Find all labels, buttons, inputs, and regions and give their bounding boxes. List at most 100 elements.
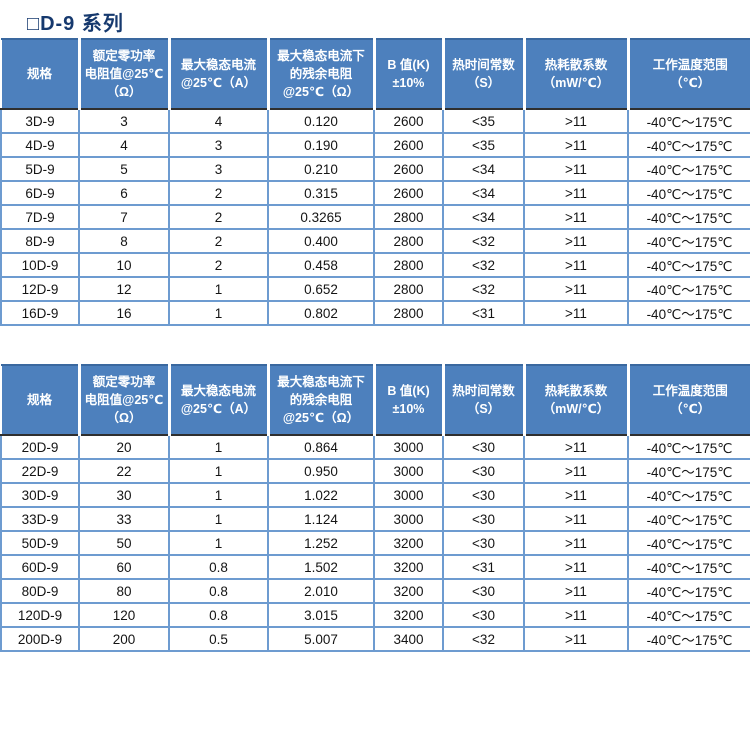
table-cell: 3 [168, 132, 269, 158]
table-row: 60D-9 60 0.8 1.502 3200 <31 >11 -40℃～175℃ [0, 554, 750, 580]
table-cell: 16D-9 [0, 300, 80, 326]
table-cell: >11 [523, 554, 629, 580]
table-cell: >11 [523, 458, 629, 484]
table-cell: 0.864 [267, 434, 375, 460]
table-cell: <32 [442, 276, 525, 302]
column-header: 热耗散系数 （mW/℃） [522, 38, 628, 110]
table-cell: 3000 [373, 434, 444, 460]
page-title: □D-9 系列 [27, 13, 124, 35]
table-cell: >11 [523, 530, 629, 556]
spec-table-d9-small: 规格 额定零功率 电阻值@25℃ （Ω） 最大稳态电流 @25℃（A） 最大稳态电流下… [0, 38, 750, 326]
table-cell: 1.502 [267, 554, 375, 580]
table-cell: 2 [168, 180, 269, 206]
table-header: 规格 额定零功率 电阻值@25℃ （Ω） 最大稳态电流 @25℃（A） 最大稳态电流下… [0, 364, 750, 436]
table-cell: 0.5 [168, 626, 269, 652]
table-cell: 12 [78, 276, 170, 302]
table-body: 3D-9 3 4 0.120 2600 <35 >11 -40℃～175℃ 4D-9 4 3 0.19… [0, 108, 750, 326]
table-cell: 5.007 [267, 626, 375, 652]
table-cell: 22D-9 [0, 458, 80, 484]
column-header: 额定零功率 电阻值@25℃ （Ω） [77, 38, 169, 110]
table-cell: <30 [442, 602, 525, 628]
table-cell: 3000 [373, 482, 444, 508]
column-header: 热耗散系数 （mW/℃） [522, 364, 628, 436]
table-cell: 120 [78, 602, 170, 628]
table-cell: 60 [78, 554, 170, 580]
table-cell: -40℃～175℃ [627, 180, 750, 206]
table-cell: 0.458 [267, 252, 375, 278]
table-cell: -40℃～175℃ [627, 458, 750, 484]
table-cell: 1 [168, 300, 269, 326]
table-cell: 2800 [373, 276, 444, 302]
table-cell: 20 [78, 434, 170, 460]
table-cell: 6 [78, 180, 170, 206]
table-body: 20D-9 20 1 0.864 3000 <30 >11 -40℃～175℃ 22D-9 22 1… [0, 434, 750, 652]
table-cell: 2600 [373, 132, 444, 158]
table-cell: 200D-9 [0, 626, 80, 652]
table-cell: 33D-9 [0, 506, 80, 532]
table-cell: 1 [168, 434, 269, 460]
column-header: 规格 [0, 38, 79, 110]
table-cell: <30 [442, 458, 525, 484]
table-cell: 0.802 [267, 300, 375, 326]
table-cell: <30 [442, 530, 525, 556]
table-cell: -40℃～175℃ [627, 132, 750, 158]
table-cell: -40℃～175℃ [627, 204, 750, 230]
table-cell: 2600 [373, 180, 444, 206]
table-cell: >11 [523, 156, 629, 182]
table-cell: <30 [442, 482, 525, 508]
column-header: 规格 [0, 364, 79, 436]
table-cell: 2600 [373, 108, 444, 134]
table-cell: 0.950 [267, 458, 375, 484]
table-cell: <35 [442, 108, 525, 134]
table-cell: >11 [523, 482, 629, 508]
table-row: 80D-9 80 0.8 2.010 3200 <30 >11 -40℃～175℃ [0, 578, 750, 604]
table-cell: 10D-9 [0, 252, 80, 278]
table-cell: 2.010 [267, 578, 375, 604]
table-cell: 6D-9 [0, 180, 80, 206]
table-cell: 1.252 [267, 530, 375, 556]
table-cell: 3200 [373, 578, 444, 604]
table-cell: <30 [442, 434, 525, 460]
table-cell: 4 [168, 108, 269, 134]
table-cell: 8 [78, 228, 170, 254]
table-cell: <30 [442, 506, 525, 532]
table-row: 5D-9 5 3 0.210 2600 <34 >11 -40℃～175℃ [0, 156, 750, 182]
table-cell: <32 [442, 228, 525, 254]
table-cell: 3.015 [267, 602, 375, 628]
table-cell: -40℃～175℃ [627, 434, 750, 460]
table-cell: 0.400 [267, 228, 375, 254]
column-header: 最大稳态电流下 的残余电阻 @25℃（Ω） [266, 38, 374, 110]
header-row: 规格 额定零功率 电阻值@25℃ （Ω） 最大稳态电流 @25℃（A） 最大稳态电流下… [0, 38, 750, 110]
table-cell: 1.022 [267, 482, 375, 508]
table-cell: <31 [442, 554, 525, 580]
table-cell: 22 [78, 458, 170, 484]
table-cell: 30 [78, 482, 170, 508]
table-cell: >11 [523, 108, 629, 134]
table-row: 12D-9 12 1 0.652 2800 <32 >11 -40℃～175℃ [0, 276, 750, 302]
table-cell: 3400 [373, 626, 444, 652]
table-cell: 2800 [373, 252, 444, 278]
table-row: 10D-9 10 2 0.458 2800 <32 >11 -40℃～175℃ [0, 252, 750, 278]
table-cell: >11 [523, 434, 629, 460]
table-cell: 2800 [373, 300, 444, 326]
table-cell: -40℃～175℃ [627, 276, 750, 302]
table-cell: 3200 [373, 530, 444, 556]
table-cell: 0.120 [267, 108, 375, 134]
table-cell: 7D-9 [0, 204, 80, 230]
table-cell: 1 [168, 506, 269, 532]
table-cell: >11 [523, 300, 629, 326]
table-row: 33D-9 33 1 1.124 3000 <30 >11 -40℃～175℃ [0, 506, 750, 532]
table-cell: >11 [523, 180, 629, 206]
table-cell: 2600 [373, 156, 444, 182]
table-cell: -40℃～175℃ [627, 300, 750, 326]
table-cell: 1 [168, 482, 269, 508]
table-row: 16D-9 16 1 0.802 2800 <31 >11 -40℃～175℃ [0, 300, 750, 326]
column-header: 最大稳态电流下 的残余电阻 @25℃（Ω） [266, 364, 374, 436]
table-row: 30D-9 30 1 1.022 3000 <30 >11 -40℃～175℃ [0, 482, 750, 508]
table-cell: 80 [78, 578, 170, 604]
table-cell: 80D-9 [0, 578, 80, 604]
table-cell: >11 [523, 578, 629, 604]
table-cell: 0.8 [168, 602, 269, 628]
table-cell: <34 [442, 204, 525, 230]
table-cell: >11 [523, 132, 629, 158]
